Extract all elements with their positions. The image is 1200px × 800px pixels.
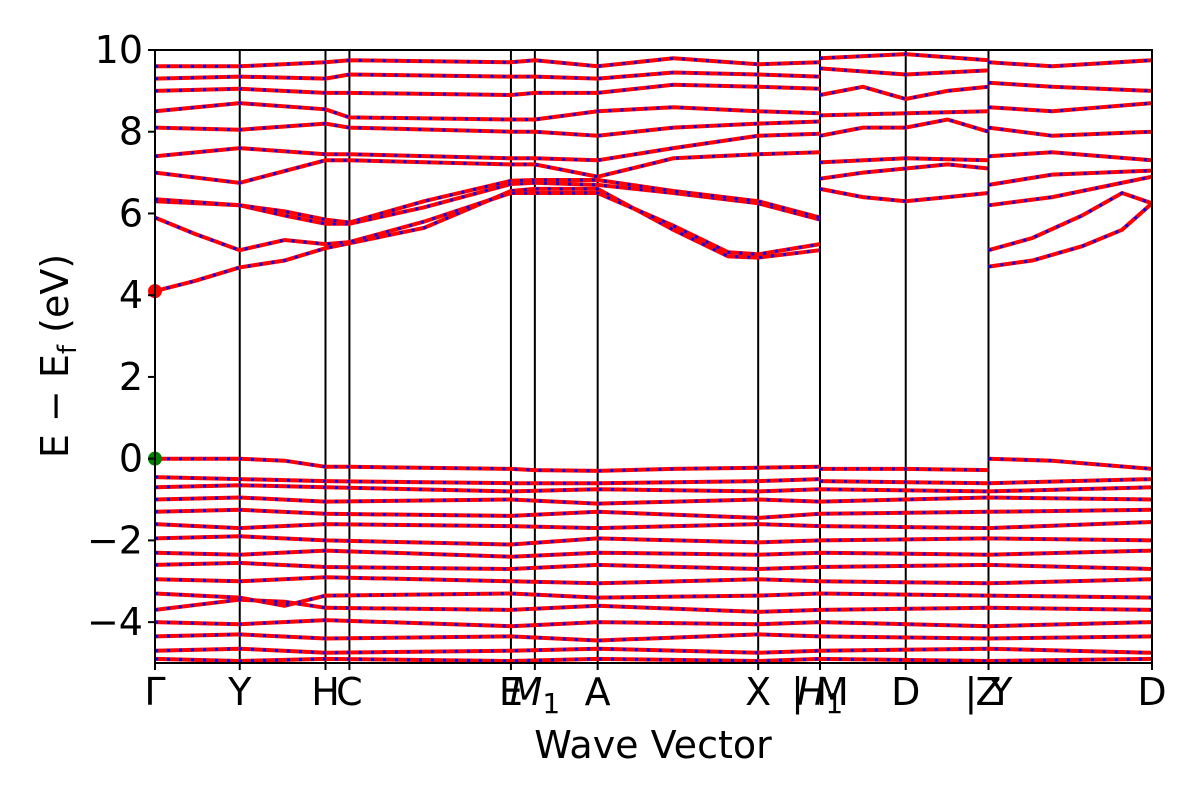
band-lines xyxy=(155,52,1152,663)
y-tick-label: 8 xyxy=(119,110,143,154)
band-line-8 xyxy=(155,82,821,98)
band-line-overlay-1 xyxy=(155,191,821,256)
x-tick-label: Y xyxy=(227,670,252,714)
band-line-24 xyxy=(988,125,1152,138)
band-line-45 xyxy=(155,646,1152,655)
x-tick-label: H1 xyxy=(797,670,843,720)
x-tick-label: E xyxy=(499,670,523,714)
y-axis-title-main: E − E xyxy=(33,354,77,458)
band-line-overlay-19 xyxy=(988,202,1152,269)
band-line-overlay-14 xyxy=(819,117,989,138)
band-line-overlay-2 xyxy=(155,181,821,226)
x-tick-label: | Y xyxy=(964,670,1013,715)
y-tick-label: −2 xyxy=(87,518,143,562)
band-line-25 xyxy=(988,101,1152,114)
y-tick-label: 6 xyxy=(119,191,143,235)
y-tick-label: 10 xyxy=(95,28,143,72)
band-line-27 xyxy=(988,58,1152,69)
band-line-33 xyxy=(155,483,1152,494)
band-line-overlay-21 xyxy=(988,175,1152,207)
band-line-0 xyxy=(155,186,821,294)
x-tick-label: | M xyxy=(791,670,849,715)
band-line-overlay-18 xyxy=(819,52,989,62)
band-line-overlay-11 xyxy=(819,187,989,203)
band-line-overlay-20 xyxy=(988,191,1152,252)
band-line-23 xyxy=(988,150,1152,163)
y-tick-label: −4 xyxy=(87,600,143,644)
band-line-30 xyxy=(988,456,1152,471)
band-line-overlay-32 xyxy=(819,477,1152,485)
band-line-9 xyxy=(155,70,821,81)
band-line-1 xyxy=(155,191,821,257)
x-tick-label: D xyxy=(891,670,920,714)
band-line-overlay-0 xyxy=(155,187,821,293)
plot-frame xyxy=(154,49,1153,664)
y-axis-ticks: −4 −2 0 2 4 6 8 10 xyxy=(87,28,155,644)
x-axis-ticks: Γ Y HC EM1 A X H1| M D Z| Y D xyxy=(144,663,1167,720)
y-axis-title: E − Ef (eV) xyxy=(33,254,83,458)
band-line-39 xyxy=(155,560,1152,572)
y-tick-label: 4 xyxy=(119,273,143,317)
x-tick-label: A xyxy=(585,670,611,714)
x-tick-label: C xyxy=(336,670,363,714)
band-line-overlay-17 xyxy=(819,66,989,77)
x-tick-label: H xyxy=(311,670,340,714)
band-line-6 xyxy=(155,119,821,138)
x-tick-label: Γ xyxy=(144,670,165,714)
x-tick-label: M1 xyxy=(510,670,561,720)
band-line-5 xyxy=(155,131,821,163)
band-line-22 xyxy=(988,168,1152,187)
band-line-overlay-16 xyxy=(819,85,989,101)
band-line-overlay-31 xyxy=(155,475,821,485)
high-symmetry-lines xyxy=(238,50,990,663)
band-line-28 xyxy=(155,456,821,473)
band-line-7 xyxy=(155,101,821,122)
band-line-overlay-15 xyxy=(819,109,989,117)
band-line-44 xyxy=(155,632,1152,643)
band-line-43 xyxy=(155,618,1152,629)
band-line-37 xyxy=(155,534,1152,547)
band-line-38 xyxy=(155,548,1152,559)
band-line-overlay-12 xyxy=(819,162,989,181)
y-tick-label: 2 xyxy=(119,355,143,399)
x-axis-title: Wave Vector xyxy=(534,723,772,767)
y-axis-title-unit: (eV) xyxy=(33,254,77,333)
band-line-10 xyxy=(155,56,821,69)
band-line-35 xyxy=(155,507,1152,520)
x-tick-label: D xyxy=(1137,670,1166,714)
band-line-46 xyxy=(155,656,1152,663)
band-line-42 xyxy=(155,597,1152,614)
band-line-34 xyxy=(155,495,1152,506)
band-line-40 xyxy=(155,575,1152,586)
x-tick-label: Z xyxy=(975,670,1001,714)
y-axis-title-subscript: f xyxy=(53,344,83,354)
band-line-overlay-3 xyxy=(155,178,821,225)
y-tick-label: 0 xyxy=(119,437,143,481)
band-line-19 xyxy=(988,201,1152,269)
x-tick-label: X xyxy=(745,670,771,714)
band-line-overlay-13 xyxy=(819,156,989,164)
band-line-36 xyxy=(155,520,1152,531)
band-line-26 xyxy=(988,80,1152,93)
band-line-overlay-29 xyxy=(820,467,989,472)
band-line-4 xyxy=(155,150,821,185)
